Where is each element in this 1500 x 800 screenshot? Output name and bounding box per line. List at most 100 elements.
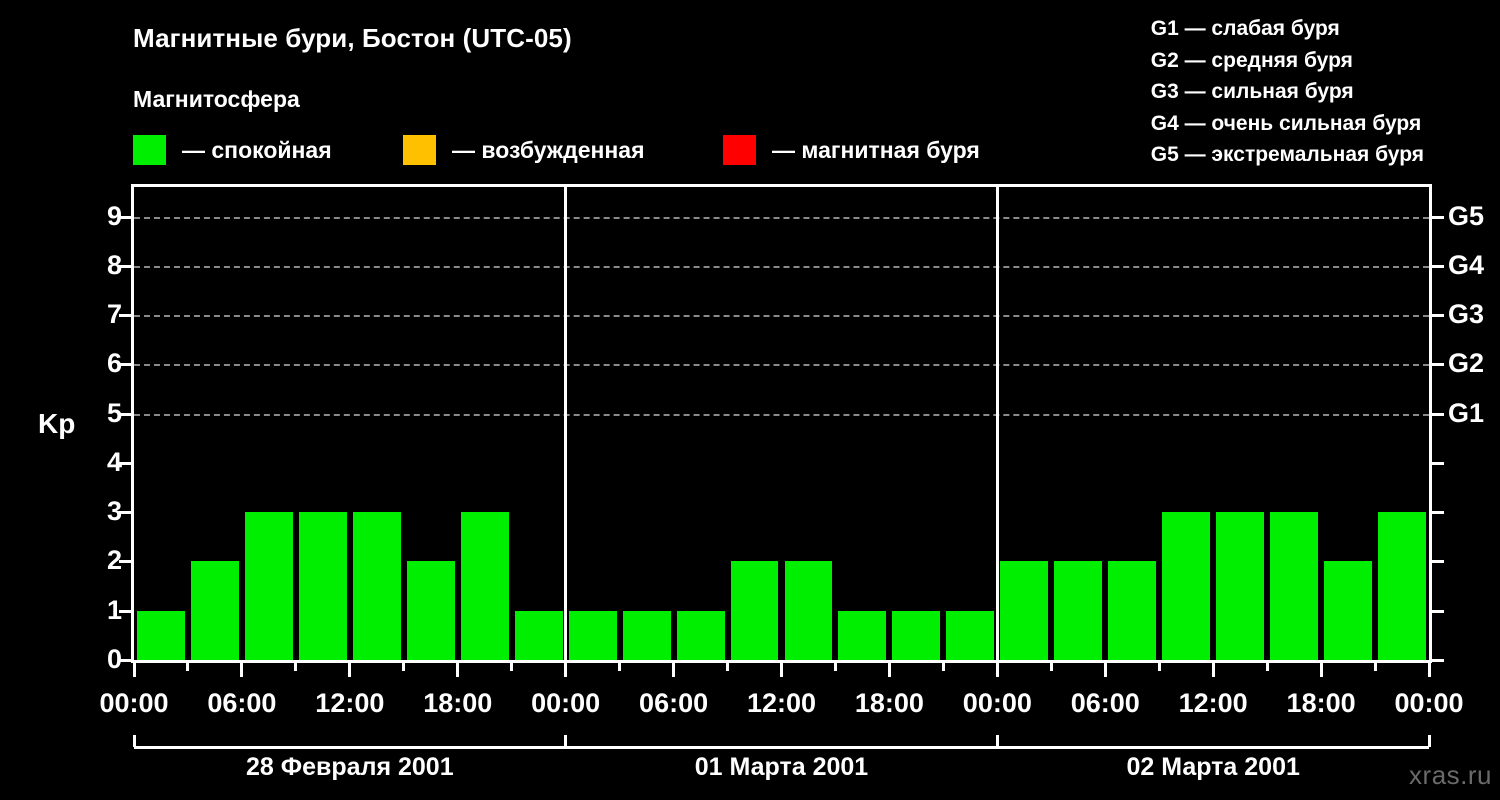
x-axis-ticks: [0, 663, 1500, 677]
kp-bar: [352, 512, 401, 660]
y-tick-label-3: 3: [106, 496, 122, 527]
x-axis-labels: 00:00 06:00 12:00 18:00 00:00 06:00 12:00 18:00…: [0, 688, 1500, 720]
x-tick-major: [456, 663, 460, 677]
x-tick-major: [348, 663, 352, 677]
date-brackets: [0, 735, 1500, 755]
x-axis-label: 00:00: [962, 688, 1032, 718]
g-legend-row-5: G5 — экстремальная буря: [1150, 143, 1424, 166]
x-axis-label: 06:00: [639, 688, 709, 718]
kp-bar: [568, 610, 617, 660]
g-legend-row-2: G2 — средняя буря: [1150, 48, 1353, 72]
day-divider-1: [564, 187, 568, 660]
g-tick-label-G4: G4: [1448, 249, 1485, 280]
kp-bar: [137, 610, 185, 660]
kp-bar: [1108, 561, 1157, 660]
x-tick-minor: [186, 663, 190, 671]
y-tick-mark-right-5: [1432, 412, 1444, 416]
y-tick-mark-0: [119, 659, 131, 662]
kp-bar: [946, 610, 995, 660]
kp-bar: [1378, 512, 1426, 660]
y-axis-title: Kp: [38, 408, 76, 439]
g-legend-row-1: G1 — слабая буря: [1150, 17, 1340, 40]
y-tick-mark-4: [119, 461, 131, 465]
kp-bar: [406, 561, 455, 660]
legend-swatch-unsettled: [403, 135, 436, 165]
x-tick-major: [887, 663, 891, 677]
y-tick-mark-right-9: [1432, 215, 1444, 219]
date-labels: 28 Февраля 2001 01 Марта 2001 02 Марта 200…: [0, 753, 1500, 789]
x-axis-label: 12:00: [315, 688, 385, 718]
x-tick-minor: [1049, 663, 1053, 671]
date-bracket-tick: [132, 735, 136, 747]
y-tick-mark-right-6: [1432, 363, 1444, 367]
y-tick-label-7: 7: [106, 299, 122, 330]
x-tick-minor: [294, 663, 298, 671]
y-tick-label-0: 0: [106, 644, 122, 674]
y-axis-labels-left: 0 1 2 3 4 5 6 7 8 9: [78, 0, 122, 800]
x-axis-label: 12:00: [1178, 688, 1248, 718]
g-scale-legend: G1 — слабая буря G2 — средняя буря G3 — си…: [1151, 13, 1424, 171]
y-tick-label-1: 1: [106, 594, 122, 625]
legend-swatch-storm: [723, 135, 756, 165]
g-tick-label-G3: G3: [1448, 299, 1485, 330]
date-label-1: 28 Февраля 2001: [246, 753, 454, 781]
page-title: Магнитные бури, Бостон (UTC-05): [133, 23, 572, 53]
x-axis-label: 18:00: [1286, 688, 1356, 718]
y-tick-mark-right-0: [1432, 659, 1444, 662]
x-tick-major: [132, 663, 136, 677]
y-tick-mark-right-4: [1432, 461, 1444, 465]
x-tick-major: [564, 663, 568, 677]
magnetosphere-label: Магнитосфера: [133, 86, 300, 112]
x-tick-major: [780, 663, 783, 677]
kp-bar: [190, 561, 239, 660]
x-tick-major: [1427, 663, 1431, 677]
y-tick-mark-right-7: [1432, 314, 1444, 318]
kp-bar: [1324, 561, 1373, 660]
y-tick-label-2: 2: [106, 545, 122, 576]
kp-bar: [244, 512, 293, 660]
date-bracket-line: [134, 746, 1429, 749]
kp-bar: [298, 512, 347, 660]
y-tick-mark-8: [119, 264, 131, 268]
x-tick-minor: [618, 663, 622, 671]
legend-label-storm: — магнитная буря: [772, 136, 980, 163]
x-tick-major: [1319, 663, 1323, 677]
y-tick-mark-5: [119, 412, 131, 416]
kp-bar: [1216, 512, 1265, 660]
kp-bar: [676, 610, 725, 660]
kp-bar: [1054, 561, 1103, 660]
x-tick-minor: [726, 663, 730, 671]
gridline-kp-7: [134, 315, 1429, 318]
gridline-kp-6: [134, 364, 1429, 367]
y-axis-labels-right: G1 G2 G3 G4 G5: [1448, 0, 1500, 800]
y-tick-label-8: 8: [106, 249, 122, 280]
date-label-2: 01 Марта 2001: [694, 753, 869, 781]
x-tick-minor: [510, 663, 514, 671]
g-tick-label-G5: G5: [1448, 200, 1485, 231]
x-tick-major: [240, 663, 244, 677]
legend-swatch-quiet: [133, 135, 166, 165]
watermark: xras.ru: [1409, 760, 1492, 790]
date-bracket-tick: [564, 735, 568, 747]
day-divider-2: [995, 187, 999, 660]
kp-bar: [514, 610, 563, 660]
y-tick-mark-9: [119, 215, 131, 219]
x-tick-minor: [941, 663, 945, 671]
kp-bar: [784, 561, 833, 660]
kp-bar: [1000, 561, 1049, 660]
x-tick-major: [672, 663, 676, 677]
y-tick-mark-7: [119, 314, 131, 318]
kp-bar: [838, 610, 887, 660]
date-bracket-tick: [1427, 735, 1431, 747]
y-tick-mark-6: [119, 363, 131, 367]
legend-label-unsettled: — возбужденная: [452, 136, 645, 163]
legend-label-quiet: — спокойная: [182, 136, 332, 163]
x-axis-label: 00:00: [99, 688, 169, 718]
gridline-kp-8: [134, 265, 1429, 268]
y-axis-ticks-left: [119, 0, 131, 800]
legend-item-unsettled: — возбужденная: [403, 134, 645, 166]
x-tick-major: [995, 663, 999, 677]
y-tick-mark-right-3: [1432, 511, 1444, 515]
plot-area: [131, 184, 1432, 663]
